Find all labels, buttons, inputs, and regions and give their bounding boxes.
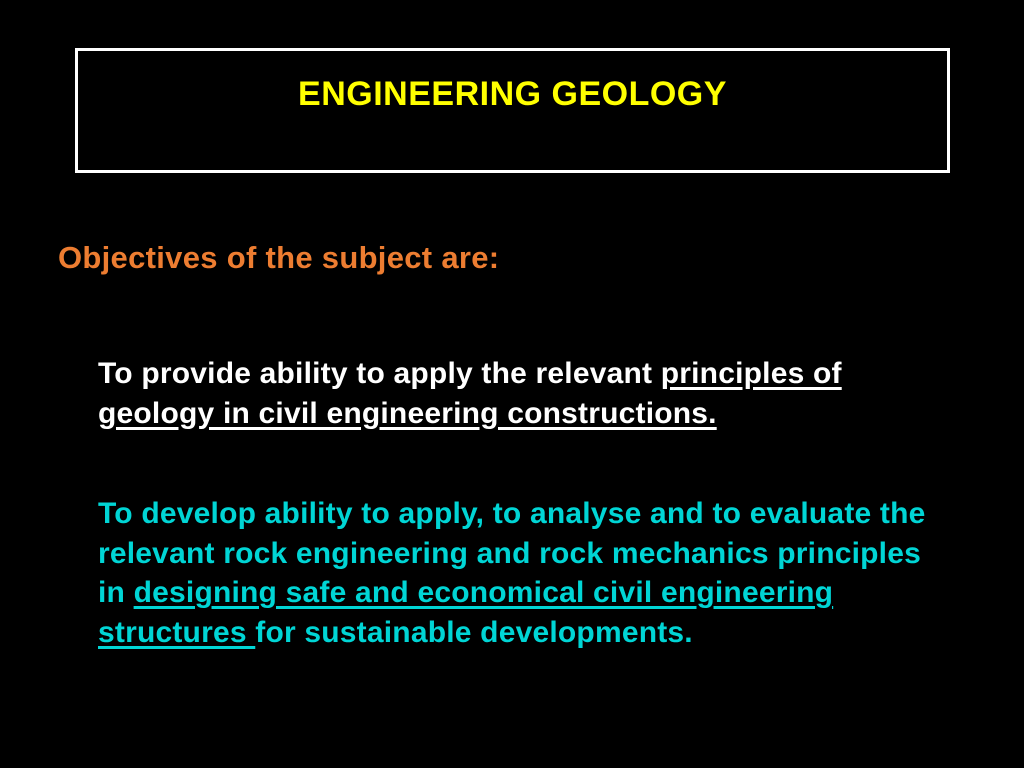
slide-title: ENGINEERING GEOLOGY (298, 75, 727, 114)
objective-2-post: for sustainable developments. (255, 616, 693, 649)
objectives-heading: Objectives of the subject are: (58, 240, 499, 276)
objective-2: To develop ability to apply, to analyse … (98, 494, 948, 652)
objective-1: To provide ability to apply the relevant… (98, 354, 948, 433)
slide: ENGINEERING GEOLOGY Objectives of the su… (0, 0, 1024, 768)
objective-1-pre: To provide ability to apply the relevant (98, 357, 661, 390)
title-box: ENGINEERING GEOLOGY (75, 48, 950, 173)
